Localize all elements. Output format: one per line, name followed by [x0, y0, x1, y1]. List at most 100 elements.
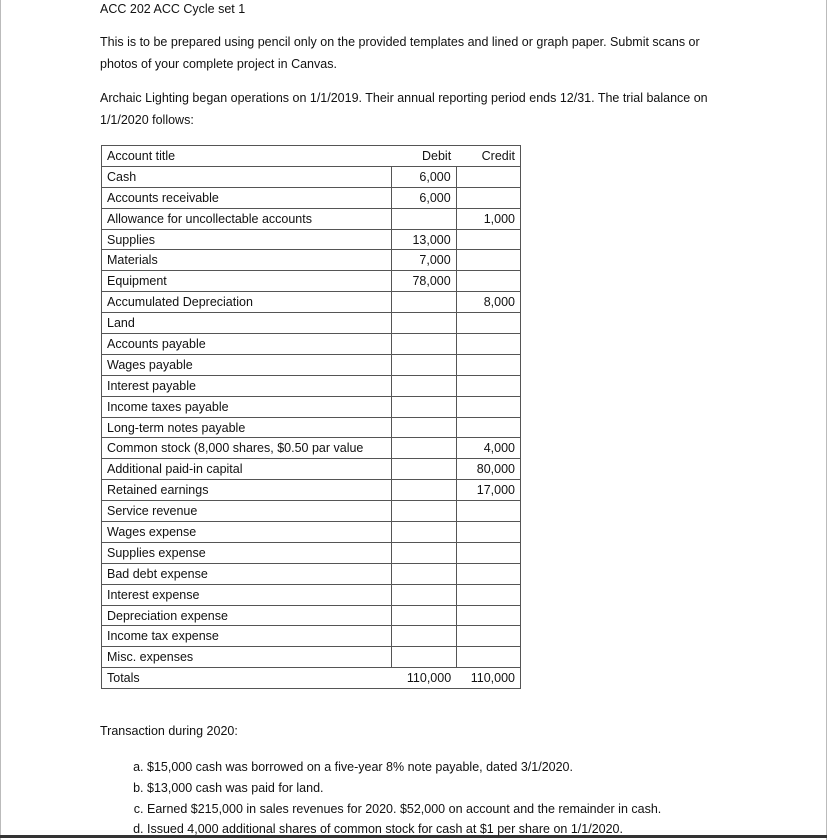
debit-cell: [391, 291, 457, 314]
transaction-item: Issued 4,000 additional shares of common…: [147, 819, 661, 840]
credit-cell: [455, 563, 522, 585]
table-row: Wages expense: [101, 521, 522, 543]
table-row: Interest expense: [101, 584, 522, 606]
account-cell: Common stock (8,000 shares, $0.50 par va…: [101, 437, 392, 460]
account-cell: Depreciation expense: [101, 605, 392, 627]
account-cell: Land: [101, 312, 392, 335]
totals-debit: 110,000: [391, 667, 457, 690]
account-cell: Supplies expense: [101, 542, 392, 564]
account-cell: Supplies: [101, 229, 392, 251]
table-row: Bad debt expense: [101, 563, 522, 585]
debit-cell: [391, 437, 457, 460]
debit-cell: 6,000: [391, 187, 457, 209]
credit-cell: [455, 166, 522, 188]
debit-cell: 7,000: [391, 249, 457, 272]
debit-cell: 6,000: [391, 166, 457, 188]
debit-cell: [391, 646, 457, 669]
account-cell: Accumulated Depreciation: [101, 291, 392, 314]
credit-cell: [455, 521, 522, 543]
account-cell: Materials: [101, 249, 392, 272]
credit-cell: [455, 646, 522, 669]
totals-row: Totals 110,000 110,000: [101, 667, 521, 690]
table-row: Accounts receivable 6,000: [101, 187, 522, 209]
table-row: Materials 7,000: [101, 249, 522, 272]
debit-cell: [391, 500, 457, 523]
table-row: Interest payable: [101, 375, 522, 397]
setup-paragraph: Archaic Lighting began operations on 1/1…: [100, 91, 708, 127]
account-cell: Cash: [101, 166, 392, 188]
table-row: Misc. expenses: [101, 646, 522, 669]
account-cell: Retained earnings: [101, 479, 392, 502]
table-row: Supplies 13,000: [101, 229, 522, 251]
debit-cell: [391, 208, 457, 230]
credit-cell: [455, 229, 522, 251]
debit-cell: 78,000: [391, 270, 457, 293]
debit-cell: 13,000: [391, 229, 457, 251]
table-row: Cash 6,000: [101, 166, 522, 188]
credit-cell: 17,000: [455, 479, 522, 502]
table-row: Income taxes payable: [101, 396, 522, 418]
account-cell: Accounts payable: [101, 333, 392, 355]
debit-cell: [391, 584, 457, 606]
account-cell: Interest expense: [101, 584, 392, 606]
trial-balance-table: Account title Debit Credit Cash 6,000 Acco…: [101, 145, 522, 690]
credit-cell: 8,000: [455, 291, 522, 314]
account-cell: Equipment: [101, 270, 392, 293]
transaction-item: Earned $215,000 in sales revenues for 20…: [147, 799, 661, 820]
table-row: Wages payable: [101, 354, 522, 376]
header-debit: Debit: [391, 145, 457, 167]
transactions-heading: Transaction during 2020:: [100, 724, 238, 738]
credit-cell: [455, 354, 522, 376]
account-cell: Bad debt expense: [101, 563, 392, 585]
account-cell: Allowance for uncollectable accounts: [101, 208, 392, 230]
account-cell: Income tax expense: [101, 625, 392, 648]
credit-cell: [455, 270, 522, 293]
debit-cell: [391, 605, 457, 627]
page-edge-bottom: [0, 835, 827, 838]
totals-credit: 110,000: [456, 667, 521, 690]
account-cell: Misc. expenses: [101, 646, 392, 669]
debit-cell: [391, 333, 457, 355]
credit-cell: 1,000: [455, 208, 522, 230]
table-row: Equipment 78,000: [101, 270, 522, 293]
credit-cell: [455, 312, 522, 335]
credit-cell: [455, 396, 522, 418]
table-row: Supplies expense: [101, 542, 522, 564]
table-row: Accumulated Depreciation 8,000: [101, 291, 522, 314]
table-row: Service revenue: [101, 500, 522, 523]
instructions-paragraph: This is to be prepared using pencil only…: [100, 35, 700, 71]
transaction-item: $13,000 cash was paid for land.: [147, 778, 661, 799]
credit-cell: [455, 584, 522, 606]
page-edge-left: [0, 0, 1, 840]
transaction-item: $15,000 cash was borrowed on a five-year…: [147, 757, 661, 778]
account-cell: Wages expense: [101, 521, 392, 543]
debit-cell: [391, 417, 457, 439]
table-row: Retained earnings 17,000: [101, 479, 522, 502]
credit-cell: [455, 542, 522, 564]
credit-cell: [455, 500, 522, 523]
credit-cell: [455, 625, 522, 648]
debit-cell: [391, 521, 457, 543]
table-row: Land: [101, 312, 522, 335]
account-cell: Wages payable: [101, 354, 392, 376]
debit-cell: [391, 542, 457, 564]
table-row: Long-term notes payable: [101, 417, 522, 439]
account-cell: Income taxes payable: [101, 396, 392, 418]
credit-cell: [455, 417, 522, 439]
credit-cell: 4,000: [455, 437, 522, 460]
debit-cell: [391, 312, 457, 335]
table-row: Common stock (8,000 shares, $0.50 par va…: [101, 437, 522, 460]
account-cell: Accounts receivable: [101, 187, 392, 209]
table-row: Additional paid-in capital 80,000: [101, 458, 522, 481]
debit-cell: [391, 375, 457, 397]
table-row: Accounts payable: [101, 333, 522, 355]
credit-cell: 80,000: [455, 458, 522, 481]
document-title: ACC 202 ACC Cycle set 1: [100, 2, 246, 16]
account-cell: Service revenue: [101, 500, 392, 523]
credit-cell: [455, 375, 522, 397]
table-row: Depreciation expense: [101, 605, 522, 627]
credit-cell: [455, 187, 522, 209]
credit-cell: [455, 333, 522, 355]
debit-cell: [391, 396, 457, 418]
debit-cell: [391, 479, 457, 502]
